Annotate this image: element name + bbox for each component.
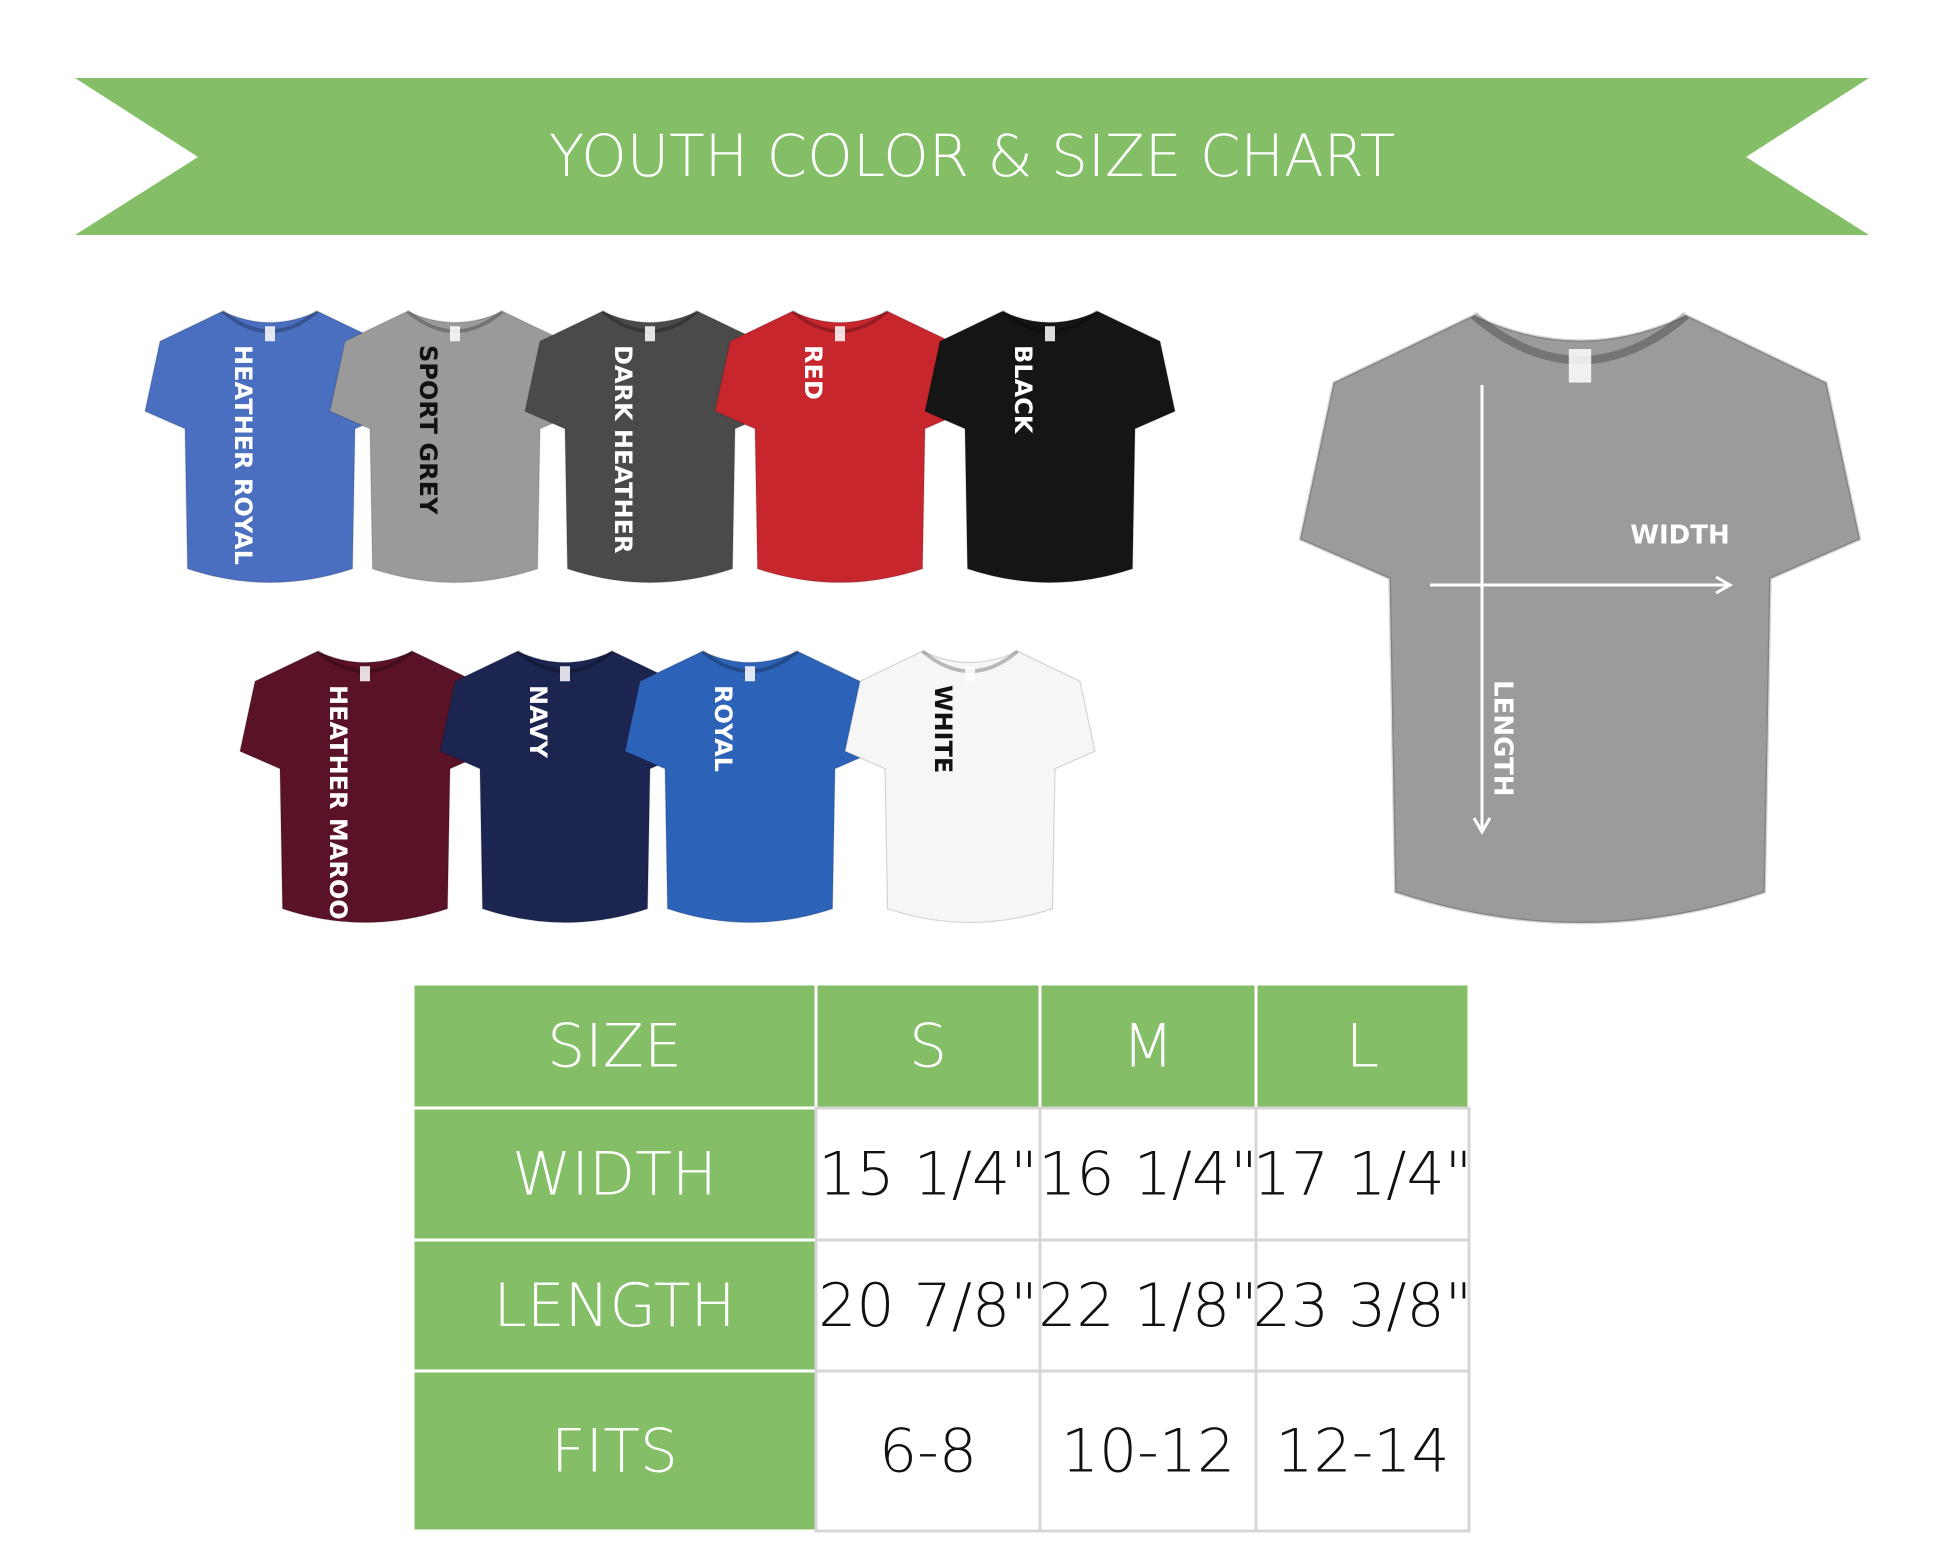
color-shirt xyxy=(239,649,491,924)
cell-text: 22 1/8" xyxy=(1038,1271,1258,1341)
length-label: LENGTH xyxy=(1488,680,1518,796)
header-cell xyxy=(411,1369,818,1533)
shirt-body xyxy=(329,310,581,584)
cell-text: 23 3/8" xyxy=(1253,1271,1473,1341)
header-cell xyxy=(411,982,818,1110)
color-shirt xyxy=(524,309,776,584)
color-shirt xyxy=(624,649,876,924)
shirt-body xyxy=(714,310,966,584)
shirt-body xyxy=(524,310,776,584)
color-shirt xyxy=(924,309,1176,584)
tag xyxy=(965,666,975,682)
data-cell xyxy=(1038,1238,1258,1373)
cell-text: LENGTH xyxy=(493,1271,735,1341)
title: YOUTH COLOR & SIZE CHART xyxy=(549,122,1395,190)
color-label: SPORT GREY xyxy=(414,345,442,515)
tag xyxy=(1045,326,1055,342)
width-label: WIDTH xyxy=(1630,521,1729,551)
shirt-body xyxy=(239,650,491,924)
cell-text: 6-8 xyxy=(879,1417,977,1487)
data-cell xyxy=(814,1369,1042,1533)
color-label: ROYAL xyxy=(709,685,737,772)
shirt-body xyxy=(844,650,1096,924)
shirt-body xyxy=(144,310,396,584)
data-cell xyxy=(814,1106,1042,1242)
color-swatches: HEATHER ROYAL SPORT GREY DARK HEATHER RED BL… xyxy=(144,309,1176,940)
banner xyxy=(75,78,1869,235)
data-cell xyxy=(814,1238,1042,1373)
shirt-body xyxy=(624,650,876,924)
tag xyxy=(1568,349,1592,383)
header-cell xyxy=(411,1238,818,1373)
cell-text: 12-14 xyxy=(1275,1417,1449,1487)
tag xyxy=(265,326,275,342)
shirt-body xyxy=(924,310,1176,584)
tag xyxy=(745,666,755,682)
tag xyxy=(835,326,845,342)
color-label: HEATHER MAROON xyxy=(324,685,352,940)
color-shirt xyxy=(329,309,581,584)
measure-diagram: WIDTH LENGTH xyxy=(1298,312,1862,925)
arrowhead xyxy=(1715,575,1734,595)
color-shirt xyxy=(144,309,396,584)
size-table: SIZE S M L WIDTH 15 1/4" 16 1/4"17 1/4" LENGTH 2… xyxy=(411,982,1473,1533)
shirt-body xyxy=(1298,313,1862,925)
color-shirt xyxy=(844,649,1096,924)
cell-text: S xyxy=(909,1012,947,1082)
cell-text: 15 1/4" xyxy=(818,1140,1038,1210)
color-label: RED xyxy=(799,345,827,400)
header-cell xyxy=(814,982,1042,1110)
arrowhead xyxy=(1472,817,1492,836)
tag xyxy=(450,326,460,342)
data-cell xyxy=(1254,1369,1471,1533)
data-cell xyxy=(1254,1238,1471,1373)
cell-text: WIDTH xyxy=(512,1140,717,1210)
color-label: HEATHER ROYAL xyxy=(229,345,257,565)
data-cell xyxy=(1254,1106,1471,1242)
header-cell xyxy=(1254,982,1471,1110)
color-label: NAVY xyxy=(524,685,552,759)
color-shirt xyxy=(439,649,691,924)
cell-text: 16 1/4" xyxy=(1038,1140,1258,1210)
color-shirt xyxy=(714,309,966,584)
cell-text: L xyxy=(1346,1012,1379,1082)
header-cell xyxy=(411,1106,818,1242)
shirt-body xyxy=(439,650,691,924)
cell-text: M xyxy=(1122,1012,1174,1082)
header-cell xyxy=(1038,982,1258,1110)
color-label: BLACK xyxy=(1009,345,1037,435)
cell-text: 17 1/4" xyxy=(1253,1140,1473,1210)
cell-text: 10-12 xyxy=(1061,1417,1235,1487)
tag xyxy=(560,666,570,682)
cell-text: SIZE xyxy=(547,1012,682,1082)
cell-text: 20 7/8" xyxy=(818,1271,1038,1341)
tag xyxy=(645,326,655,342)
tag xyxy=(360,666,370,682)
cell-text: FITS xyxy=(551,1417,678,1487)
color-label: WHITE xyxy=(929,685,957,773)
measure-shirt xyxy=(1298,312,1862,925)
color-label: DARK HEATHER xyxy=(609,345,637,553)
